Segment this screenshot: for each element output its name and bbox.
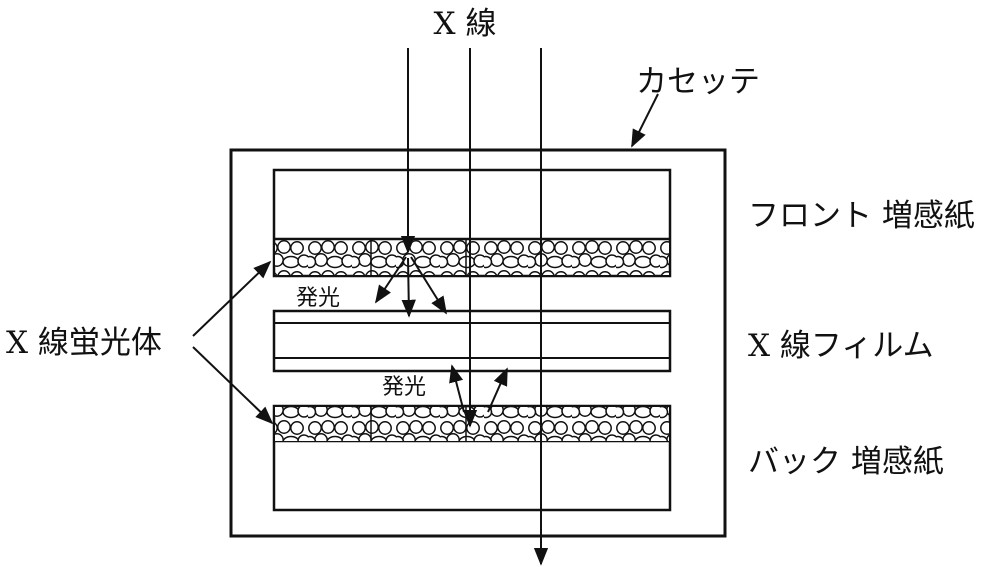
emission-label-bottom: 発光 (382, 375, 426, 400)
emission-label-top: 発光 (296, 286, 340, 311)
emission-arrow (410, 256, 447, 315)
cassette-box (229, 148, 727, 538)
phosphor-pointer-arrow (192, 346, 274, 425)
cassette-pointer-arrow (631, 93, 659, 148)
back-screen (272, 404, 672, 512)
emission-arrow (401, 257, 416, 318)
back-screen-label: バック 増感紙 (748, 444, 944, 480)
xray-film-label: X 線フィルム (748, 328, 934, 364)
front-phosphor-layer (275, 240, 669, 275)
emission-arrow (487, 367, 508, 413)
front-screen (272, 168, 672, 278)
xray-film (272, 309, 672, 373)
cassette-label: カセッテ (636, 64, 760, 100)
emission-arrow (449, 364, 465, 413)
xray-label: X 線 (434, 6, 497, 42)
phosphor-pointer-arrow (192, 260, 272, 337)
phosphor-label: X 線蛍光体 (6, 325, 162, 361)
emission-arrow (375, 256, 407, 304)
back-phosphor-layer (275, 407, 669, 441)
front-screen-label: フロント 増感紙 (748, 198, 975, 234)
